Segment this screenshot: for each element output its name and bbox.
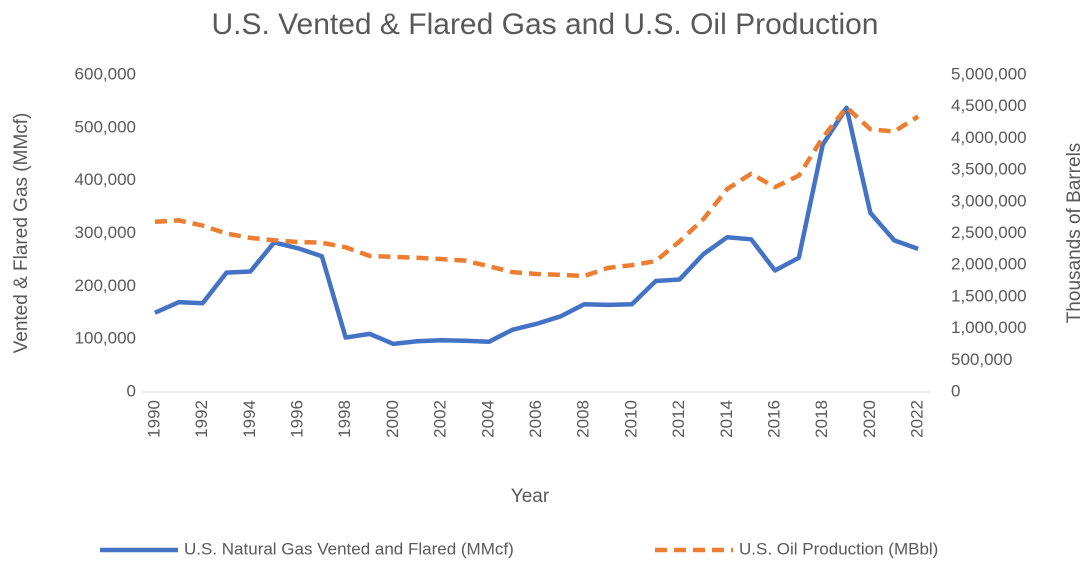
data-line [154,105,919,347]
x-tick-label: 2010 [621,400,640,438]
y-tick-label: 600,000 [75,64,136,83]
y2-tick-label: 500,000 [951,350,1012,369]
x-tick-label: 2012 [669,400,688,438]
y2-tick-label: 0 [951,381,960,400]
data-line [154,105,920,279]
x-tick-label: 1998 [335,400,354,438]
y2-tick-label: 2,500,000 [951,223,1027,242]
x-tick-label: 2020 [860,400,879,438]
x-tick-label: 2006 [526,400,545,438]
y2-tick-label: 3,000,000 [951,191,1027,210]
x-tick-label: 2016 [764,400,783,438]
y-tick-label: 0 [127,381,136,400]
legend-label: U.S. Natural Gas Vented and Flared (MMcf… [184,539,514,558]
x-tick-label: 1992 [192,400,211,438]
y2-tick-label: 5,000,000 [951,64,1027,83]
x-tick-label: 2008 [574,400,593,438]
x-tick-label: 2022 [908,400,927,438]
y2-tick-label: 1,000,000 [951,318,1027,337]
y-tick-label: 500,000 [75,117,136,136]
y2-tick-label: 1,500,000 [951,286,1027,305]
x-tick-label: 2000 [383,400,402,438]
y-tick-label: 300,000 [75,223,136,242]
x-tick-label: 1996 [287,400,306,438]
x-tick-label: 2002 [431,400,450,438]
y2-tick-label: 4,000,000 [951,128,1027,147]
x-tick-label: 1990 [144,400,163,438]
chart-title: U.S. Vented & Flared Gas and U.S. Oil Pr… [211,8,878,41]
x-tick-label: 2014 [717,400,736,438]
x-tick-label: 2018 [812,400,831,438]
y2-tick-label: 4,500,000 [951,96,1027,115]
y2-tick-label: 2,000,000 [951,255,1027,274]
y-tick-label: 200,000 [75,276,136,295]
x-axis-title: Year [511,486,550,507]
y-axis-title: Vented & Flared Gas (MMcf) [11,113,32,354]
y-tick-label: 100,000 [75,329,136,348]
x-tick-label: 2004 [478,400,497,438]
y2-axis-title: Thousands of Barrels [1064,143,1085,324]
x-tick-label: 1994 [240,400,259,438]
legend-label: U.S. Oil Production (MBbl) [739,539,938,558]
y-tick-label: 400,000 [75,170,136,189]
y2-tick-label: 3,500,000 [951,160,1027,179]
